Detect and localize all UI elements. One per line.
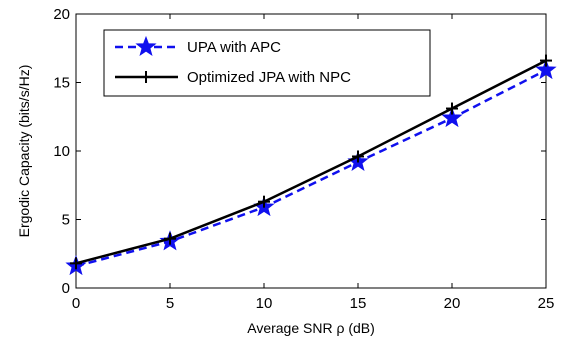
data-point xyxy=(258,195,270,208)
legend-item: UPA with APC xyxy=(115,35,281,57)
series-layer xyxy=(65,54,557,276)
x-axis-label: Average SNR ρ (dB) xyxy=(247,320,375,336)
legend-box xyxy=(103,29,431,97)
y-tick-label: 15 xyxy=(53,75,70,92)
data-point xyxy=(441,106,463,128)
y-tick-label: 5 xyxy=(62,212,70,229)
data-point xyxy=(535,59,557,80)
series-line xyxy=(75,69,547,268)
x-tick-label: 20 xyxy=(444,295,461,312)
legend-marker xyxy=(135,35,157,57)
y-tick-label: 0 xyxy=(62,280,70,297)
y-tick-label: 10 xyxy=(53,143,70,160)
legend: UPA with APC Optimized JPA with NPC xyxy=(103,29,431,97)
x-tick-label: 25 xyxy=(538,295,555,312)
data-point xyxy=(446,102,458,115)
axis-ticks: 0 5 10 15 20 25 0 5 10 15 20 xyxy=(53,6,554,312)
legend-label: Optimized JPA with NPC xyxy=(187,69,351,86)
data-point xyxy=(352,150,364,163)
x-tick-label: 5 xyxy=(166,295,174,312)
y-axis-label: Ergodic Capacity (bits/s/Hz) xyxy=(16,65,32,238)
legend-label: UPA with APC xyxy=(187,39,281,56)
data-point xyxy=(70,257,82,270)
data-point xyxy=(540,54,552,67)
legend-marker xyxy=(140,71,152,83)
x-tick-label: 10 xyxy=(256,295,273,312)
y-tick-label: 20 xyxy=(53,6,70,23)
series-line xyxy=(75,59,547,265)
legend-item: Optimized JPA with NPC xyxy=(115,69,351,86)
data-point xyxy=(164,232,176,245)
x-tick-label: 15 xyxy=(350,295,367,312)
series-2 xyxy=(70,54,552,270)
x-tick-label: 0 xyxy=(72,295,80,312)
